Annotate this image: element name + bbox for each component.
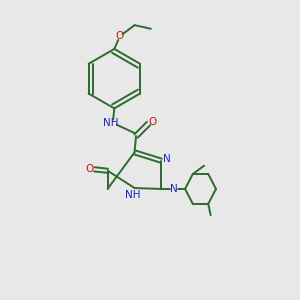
Text: O: O — [85, 164, 94, 174]
Text: NH: NH — [103, 118, 118, 128]
Text: N: N — [163, 154, 170, 164]
Text: N: N — [170, 184, 178, 194]
Text: O: O — [116, 32, 124, 41]
Text: O: O — [148, 117, 156, 127]
Text: NH: NH — [125, 190, 141, 200]
